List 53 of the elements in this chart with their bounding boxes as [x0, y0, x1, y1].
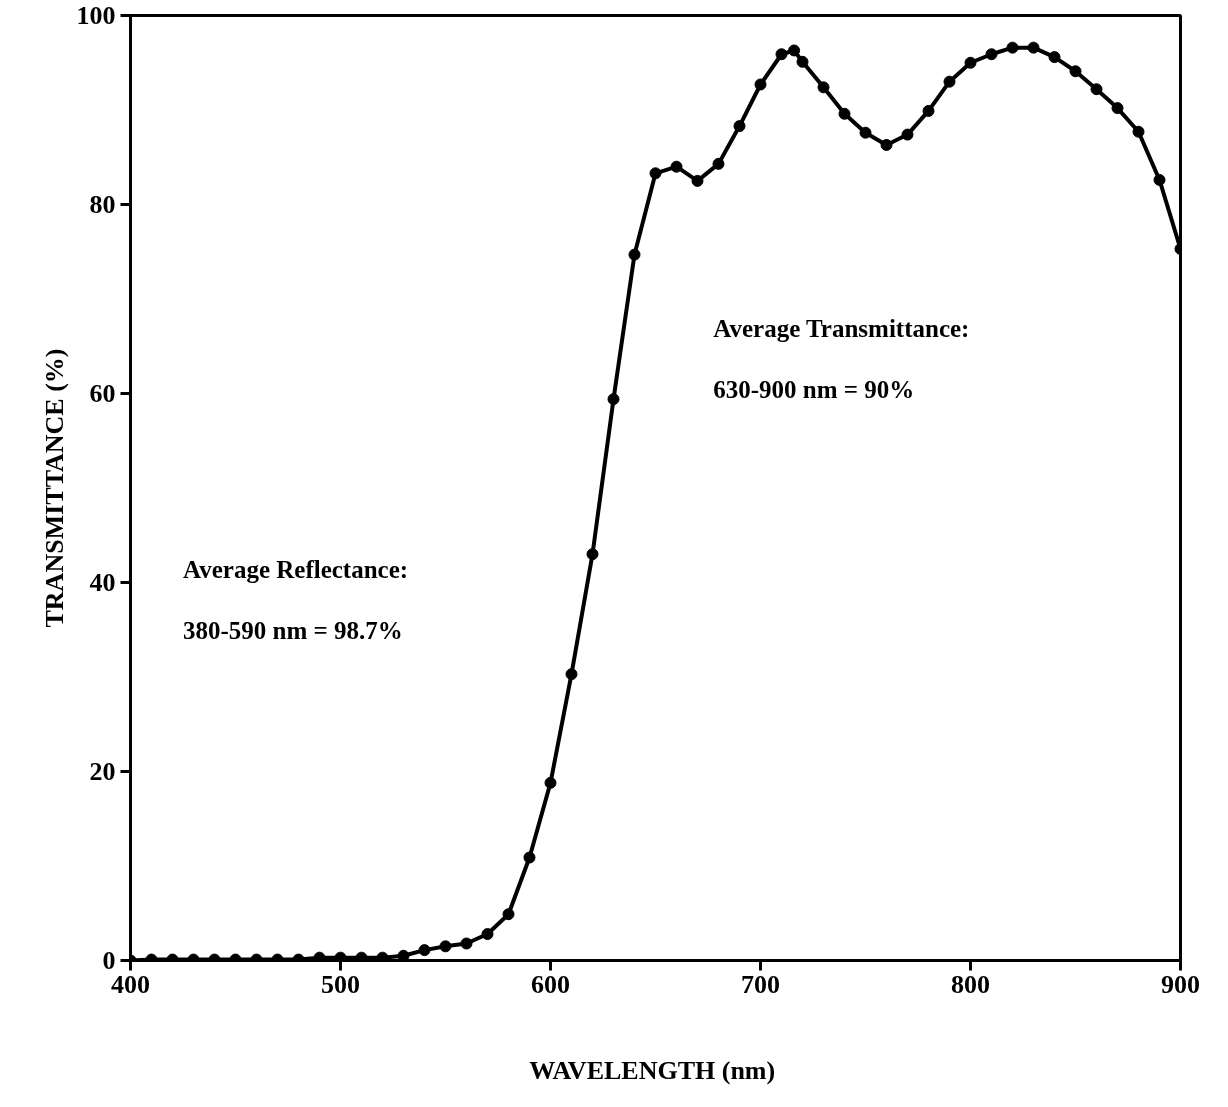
point [1048, 51, 1061, 64]
point [544, 776, 557, 789]
point [985, 48, 998, 61]
point [586, 548, 599, 561]
point [565, 668, 578, 681]
y-tick-label: 80 [89, 190, 116, 219]
point [1069, 65, 1082, 78]
y-tick-label: 40 [89, 568, 116, 597]
point [670, 160, 683, 173]
point [1111, 102, 1124, 115]
point [796, 55, 809, 68]
point [964, 56, 977, 69]
x-axis-title: WAVELENGTH (nm) [529, 1055, 776, 1085]
point [712, 157, 725, 170]
point [418, 944, 431, 957]
x-tick-label: 600 [531, 969, 570, 999]
point [1090, 83, 1103, 96]
point [775, 48, 788, 61]
y-axis-title: TRANSMITTANCE (%) [39, 348, 69, 628]
point [1153, 173, 1166, 186]
point [943, 75, 956, 88]
point [1132, 125, 1145, 138]
x-tick-label: 500 [321, 969, 360, 999]
annotation: Average Reflectance: [183, 555, 409, 583]
annotation: 380-590 nm = 98.7% [183, 616, 403, 644]
y-tick-label: 100 [76, 1, 116, 30]
point [880, 138, 893, 151]
point [733, 120, 746, 133]
annotation: 630-900 nm = 90% [713, 375, 915, 403]
point [628, 248, 641, 261]
point [859, 126, 872, 139]
point [649, 167, 662, 180]
point [460, 937, 473, 950]
point [607, 393, 620, 406]
point [788, 44, 801, 57]
point [481, 928, 494, 941]
point [439, 940, 452, 953]
point [523, 851, 536, 864]
point [502, 908, 515, 921]
annotation: Average Transmittance: [713, 314, 970, 342]
point [1006, 41, 1019, 54]
point [1027, 41, 1040, 54]
point [754, 78, 767, 91]
y-tick-label: 60 [89, 379, 116, 408]
x-tick-label: 700 [741, 969, 780, 999]
point [838, 107, 851, 120]
point [901, 128, 914, 141]
point [922, 104, 935, 117]
y-tick-label: 20 [89, 757, 116, 786]
x-tick-label: 800 [951, 969, 990, 999]
point [691, 174, 704, 187]
point [817, 81, 830, 94]
x-tick-label: 900 [1161, 969, 1200, 999]
